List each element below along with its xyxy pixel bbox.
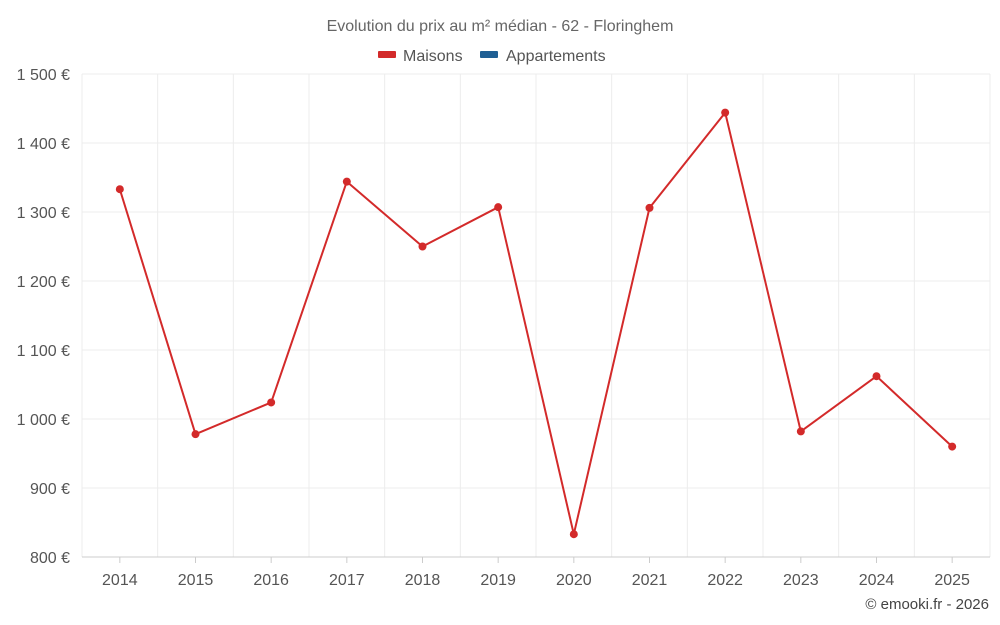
legend-swatch-appartements bbox=[480, 51, 498, 58]
plot-area: 800 € 900 € 1 000 € 1 100 € 1 200 € 1 300 € 1 … bbox=[17, 67, 991, 589]
y-tick-label: 1 200 € bbox=[17, 274, 70, 291]
x-tick-label: 2014 bbox=[102, 572, 138, 589]
data-point-maisons-2025[interactable] bbox=[948, 442, 957, 451]
data-point-maisons-2024[interactable] bbox=[872, 372, 881, 381]
legend-item-appartements[interactable]: Appartements bbox=[480, 48, 606, 65]
y-tick-label: 1 400 € bbox=[17, 136, 70, 153]
x-tick-label: 2018 bbox=[405, 572, 441, 589]
data-point-maisons-2021[interactable] bbox=[645, 203, 654, 212]
chart-title: Evolution du prix au m² médian - 62 - Fl… bbox=[327, 18, 674, 35]
x-tick-label: 2025 bbox=[934, 572, 970, 589]
y-tick-label: 1 300 € bbox=[17, 205, 70, 222]
data-point-maisons-2016[interactable] bbox=[267, 398, 276, 407]
legend[interactable]: Maisons Appartements bbox=[378, 48, 606, 65]
y-tick-label: 1 000 € bbox=[17, 412, 70, 429]
x-tick-label: 2015 bbox=[178, 572, 214, 589]
data-point-maisons-2017[interactable] bbox=[342, 177, 351, 186]
data-point-maisons-2022[interactable] bbox=[721, 108, 730, 117]
legend-label-maisons: Maisons bbox=[403, 48, 463, 65]
y-tick-label: 1 100 € bbox=[17, 343, 70, 360]
chart-credit: © emooki.fr - 2026 bbox=[865, 596, 989, 613]
y-tick-label: 1 500 € bbox=[17, 67, 70, 84]
y-tick-label: 800 € bbox=[30, 550, 70, 567]
x-tick-label: 2016 bbox=[253, 572, 289, 589]
legend-item-maisons[interactable]: Maisons bbox=[378, 48, 463, 65]
x-tick-label: 2024 bbox=[859, 572, 895, 589]
data-point-maisons-2015[interactable] bbox=[191, 430, 200, 439]
series-layer bbox=[115, 108, 957, 539]
series-line-maisons bbox=[118, 111, 953, 536]
x-tick-label: 2019 bbox=[480, 572, 516, 589]
x-tick-label: 2022 bbox=[707, 572, 743, 589]
data-point-maisons-2023[interactable] bbox=[796, 427, 805, 436]
y-tick-label: 900 € bbox=[30, 481, 70, 498]
x-tick-label: 2021 bbox=[632, 572, 668, 589]
x-tick-label: 2017 bbox=[329, 572, 365, 589]
legend-swatch-maisons bbox=[378, 51, 396, 58]
data-point-maisons-2018[interactable] bbox=[418, 242, 427, 251]
data-point-maisons-2014[interactable] bbox=[115, 185, 124, 194]
grid-layer bbox=[81, 73, 991, 557]
data-point-maisons-2019[interactable] bbox=[494, 203, 503, 212]
data-point-maisons-2020[interactable] bbox=[569, 530, 578, 539]
x-tick-label: 2020 bbox=[556, 572, 592, 589]
legend-label-appartements: Appartements bbox=[506, 48, 606, 65]
x-tick-label: 2023 bbox=[783, 572, 819, 589]
axis-layer: 800 € 900 € 1 000 € 1 100 € 1 200 € 1 300 € 1 … bbox=[17, 67, 990, 589]
